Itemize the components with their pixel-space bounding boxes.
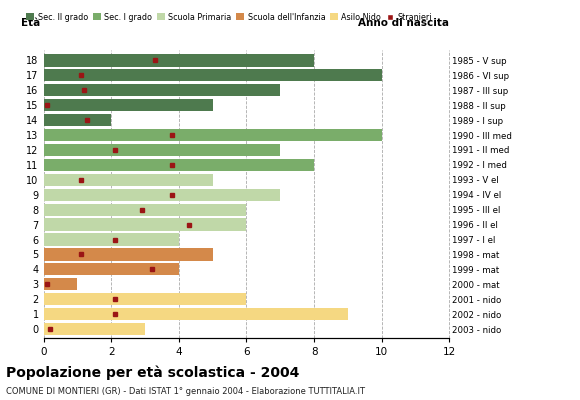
- Text: Anno di nascita: Anno di nascita: [358, 18, 450, 28]
- Bar: [44, 159, 314, 171]
- Text: Popolazione per età scolastica - 2004: Popolazione per età scolastica - 2004: [6, 366, 299, 380]
- Bar: [44, 129, 382, 141]
- Bar: [44, 99, 213, 111]
- Text: COMUNE DI MONTIERI (GR) - Dati ISTAT 1° gennaio 2004 - Elaborazione TUTTITALIA.I: COMUNE DI MONTIERI (GR) - Dati ISTAT 1° …: [6, 387, 365, 396]
- Bar: [44, 233, 179, 246]
- Bar: [44, 278, 77, 290]
- Bar: [44, 144, 280, 156]
- Bar: [44, 54, 314, 66]
- Bar: [44, 204, 246, 216]
- Bar: [44, 114, 111, 126]
- Legend: Sec. II grado, Sec. I grado, Scuola Primaria, Scuola dell'Infanzia, Asilo Nido, : Sec. II grado, Sec. I grado, Scuola Prim…: [23, 9, 435, 25]
- Bar: [44, 323, 145, 335]
- Bar: [44, 293, 246, 305]
- Bar: [44, 189, 280, 201]
- Text: Età: Età: [21, 18, 41, 28]
- Bar: [44, 84, 280, 96]
- Bar: [44, 69, 382, 82]
- Bar: [44, 174, 213, 186]
- Bar: [44, 263, 179, 276]
- Bar: [44, 308, 348, 320]
- Bar: [44, 218, 246, 231]
- Bar: [44, 248, 213, 260]
